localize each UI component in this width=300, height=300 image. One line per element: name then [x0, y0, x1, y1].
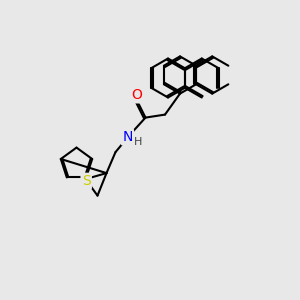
Text: O: O	[131, 88, 142, 102]
Text: S: S	[82, 174, 91, 188]
Text: N: N	[122, 130, 133, 144]
Text: H: H	[134, 136, 142, 147]
